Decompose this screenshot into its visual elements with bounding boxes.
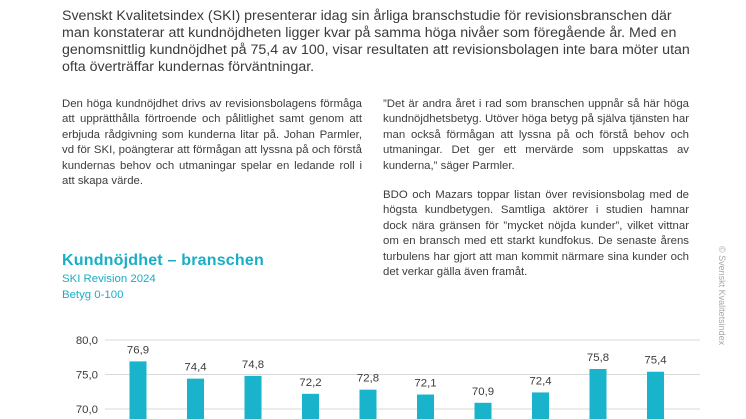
bar <box>359 389 377 419</box>
y-tick-label: 75,0 <box>76 370 98 382</box>
bar-value-label: 72,8 <box>357 373 379 385</box>
bar <box>532 392 549 419</box>
bar <box>302 393 319 419</box>
bar <box>474 402 492 419</box>
chart-title: Kundnöjdhet – branschen <box>62 252 264 269</box>
bar-value-label: 72,1 <box>414 378 436 390</box>
bar-value-label: 70,9 <box>472 386 494 398</box>
bar-value-label: 72,4 <box>529 375 551 387</box>
y-tick-label: 80,0 <box>76 335 98 347</box>
bar-value-label: 75,8 <box>587 352 609 364</box>
bar <box>417 394 434 419</box>
intro-paragraph: Svenskt Kvalitetsindex (SKI) presenterar… <box>62 8 690 75</box>
right-column: ”Det är andra året i rad som branschen u… <box>383 97 689 294</box>
left-column-text: Den höga kundnöjdhet drivs av revisionsb… <box>62 98 362 188</box>
ranking-paragraph: BDO och Mazars toppar listan över revisi… <box>383 189 689 279</box>
left-column: Den höga kundnöjdhet drivs av revisionsb… <box>62 97 362 203</box>
bar-value-label: 72,2 <box>299 377 321 389</box>
bar-value-label: 74,8 <box>242 359 264 371</box>
bar <box>647 371 664 419</box>
bar <box>187 378 204 419</box>
bar-value-label: 76,9 <box>127 344 149 356</box>
bar <box>589 368 607 419</box>
bar-value-label: 75,4 <box>644 355 666 367</box>
bar-value-label: 74,4 <box>184 362 206 374</box>
parmler-quote: ”Det är andra året i rad som branschen u… <box>383 98 689 172</box>
y-tick-label: 70,0 <box>76 404 98 416</box>
chart-subtitle: SKI Revision 2024 <box>62 273 156 285</box>
chart-scale-note: Betyg 0-100 <box>62 289 124 301</box>
bar <box>244 375 262 419</box>
bar <box>129 361 147 419</box>
